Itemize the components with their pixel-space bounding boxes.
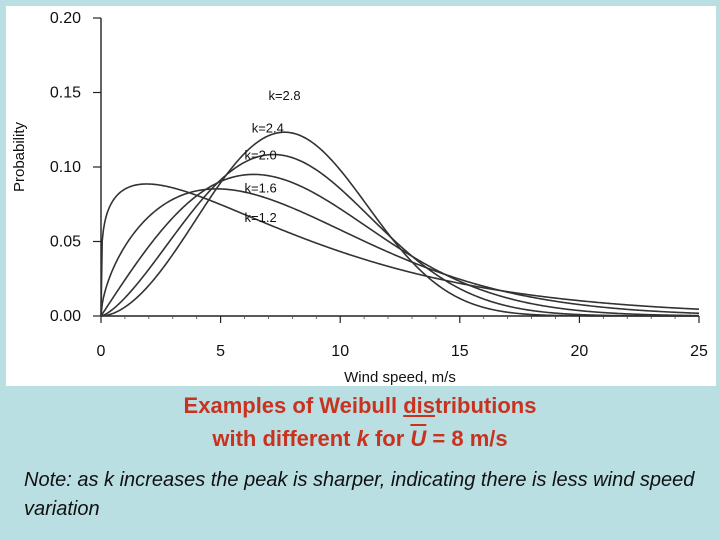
y-axis-title: Probability [11,121,28,192]
note-text: Note: as k increases the peak is sharper… [24,469,695,520]
x-tick-label: 5 [216,343,225,360]
y-tick-label: 0.00 [50,308,81,325]
caption-line-1: Examples of Weibull distributions [183,393,537,418]
weibull-chart: 0 5 10 15 20 25 0.00 0.05 0.10 0.15 0.20 Wind speed… [11,10,708,386]
weibull-curve-20 [100,173,700,317]
x-tick-label: 15 [451,343,469,360]
curve-label: k=2.4 [252,121,284,136]
caption-line-2: with different k for U = 8 m/s [212,426,508,451]
y-tick-label: 0.20 [50,10,81,27]
curve-label: k=1.2 [245,210,277,225]
curve-label: k=2.0 [245,148,277,163]
weibull-curve-24 [100,153,699,317]
x-axis-title: Wind speed, m/s [344,369,456,386]
curve-label: k=2.8 [268,88,300,103]
y-tick-label: 0.10 [50,159,81,176]
chart-panel: 0 5 10 15 20 25 0.00 0.05 0.10 0.15 0.20 Wind speed… [6,6,716,386]
y-tick-label: 0.15 [50,85,81,102]
weibull-curve-12 [100,183,700,317]
curve-label: k=1.6 [245,180,277,195]
x-tick-label: 25 [690,343,708,360]
weibull-curve-28 [100,131,699,317]
weibull-curve-16 [100,188,700,317]
x-tick-label: 10 [331,343,349,360]
y-tick-label: 0.05 [50,234,81,251]
x-tick-label: 0 [97,343,106,360]
x-tick-label: 20 [571,343,589,360]
